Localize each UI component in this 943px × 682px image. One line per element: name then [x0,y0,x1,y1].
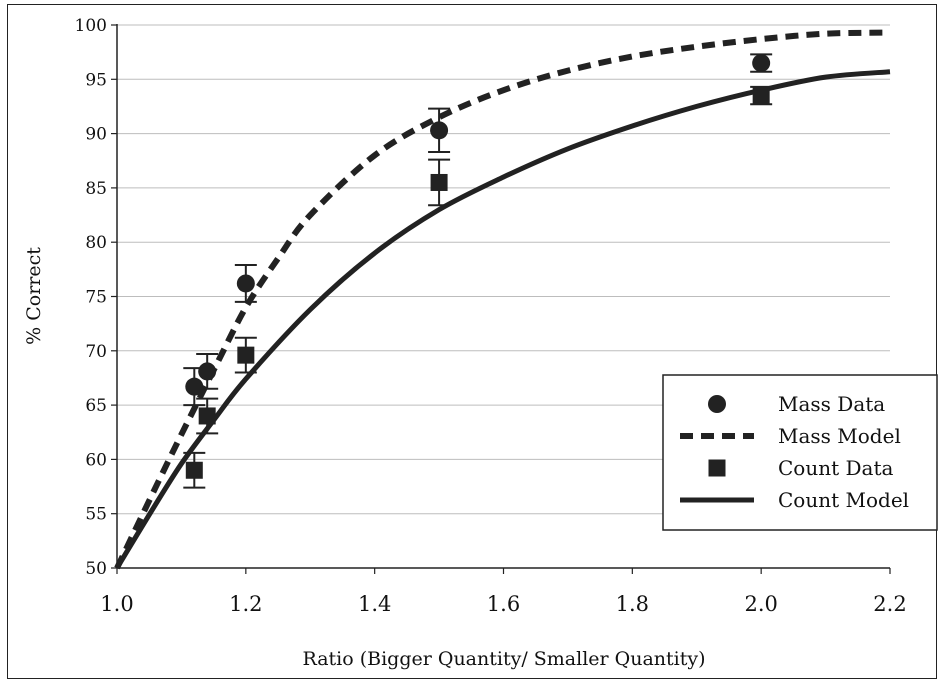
legend-marker-count-data [708,459,726,477]
y-tick-label: 50 [85,559,107,579]
series-layer [114,29,891,570]
mass-data-point [236,274,255,293]
x-axis-title: Ratio (Bigger Quantity/ Smaller Quantity… [302,648,705,670]
y-tick-label: 60 [85,450,107,470]
legend-label-mass-model: Mass Model [778,424,901,448]
mass-data-point [430,121,449,140]
chart-frame [7,4,937,679]
x-tick-label: 1.2 [229,592,262,616]
axes [111,24,891,574]
mass-data-point [752,54,771,73]
mass-model-line [114,29,891,570]
y-tick-label: 75 [85,288,107,308]
legend-label-count-data: Count Data [778,456,893,480]
y-tick-label: 100 [75,16,107,36]
count-data-point [237,346,255,364]
count-data-point [198,407,216,425]
x-tick-label: 1.0 [100,592,133,616]
legend-marker-mass-data [708,395,726,413]
legend-label-count-model: Count Model [778,488,909,512]
y-tick-label: 55 [85,505,107,525]
mass-data-point [198,362,217,381]
x-tick-label: 2.2 [873,592,906,616]
legend-label-mass-data: Mass Data [778,392,885,416]
tick-labels: 50 55 60 65 70 75 80 85 90 95 100 1.0 1.2 1.4 1.6 1.8 2.… [75,16,907,616]
y-tick-label: 80 [85,233,107,253]
count-data-point [430,173,448,191]
x-tick-label: 1.6 [487,592,520,616]
mass-data-point [185,377,204,396]
x-tick-label: 1.8 [616,592,649,616]
y-tick-label: 85 [85,179,107,199]
count-data-point [185,461,203,479]
y-tick-label: 65 [85,396,107,416]
y-tick-label: 70 [85,342,107,362]
count-model-line [114,69,891,570]
legend: Mass Data Mass Model Count Data Count Model [662,374,938,531]
x-tick-label: 2.0 [744,592,777,616]
count-data-point [752,87,770,105]
x-tick-label: 1.4 [358,592,391,616]
y-tick-label: 90 [85,125,107,145]
y-tick-label: 95 [85,70,107,90]
y-axis-title: % Correct [23,247,45,345]
